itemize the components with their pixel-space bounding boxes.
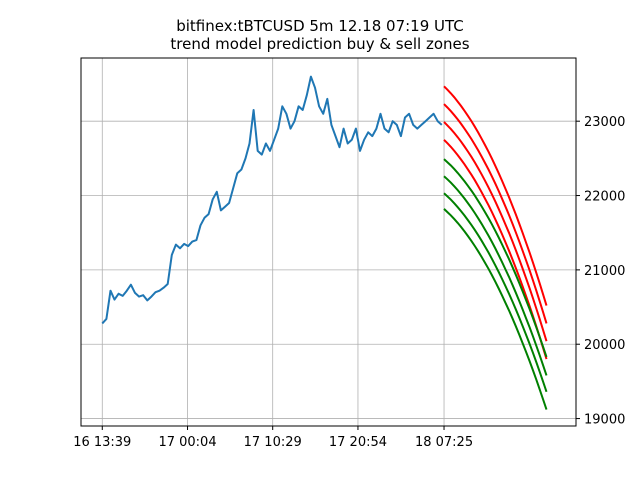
buy-zone-line (443, 175, 548, 376)
axes-frame (80, 57, 577, 427)
x-tick-label: 18 07:25 (415, 435, 473, 450)
buy-zone-line (443, 158, 548, 358)
y-tick-label: 23000 (584, 115, 625, 130)
y-tick-label: 20000 (584, 338, 625, 353)
y-tick-label: 22000 (584, 190, 625, 205)
price-line (101, 75, 443, 325)
sell-zone-line (443, 85, 548, 306)
x-tick-label: 17 20:54 (329, 435, 387, 450)
chart-subtitle: trend model prediction buy & sell zones (170, 35, 470, 53)
buy-zone-line (443, 208, 548, 410)
chart-title: bitfinex:tBTCUSD 5m 12.18 07:19 UTC (176, 17, 464, 35)
sell-zone-line (443, 121, 548, 342)
x-tick-label: 17 00:04 (158, 435, 216, 450)
buy-zone-line (443, 192, 548, 393)
sell-zone-line (443, 103, 548, 324)
sell-zone-line (443, 139, 548, 360)
x-tick-label: 17 10:29 (244, 435, 302, 450)
x-tick-label: 16 13:39 (73, 435, 131, 450)
y-tick-label: 19000 (584, 413, 625, 428)
y-tick-label: 21000 (584, 264, 625, 279)
